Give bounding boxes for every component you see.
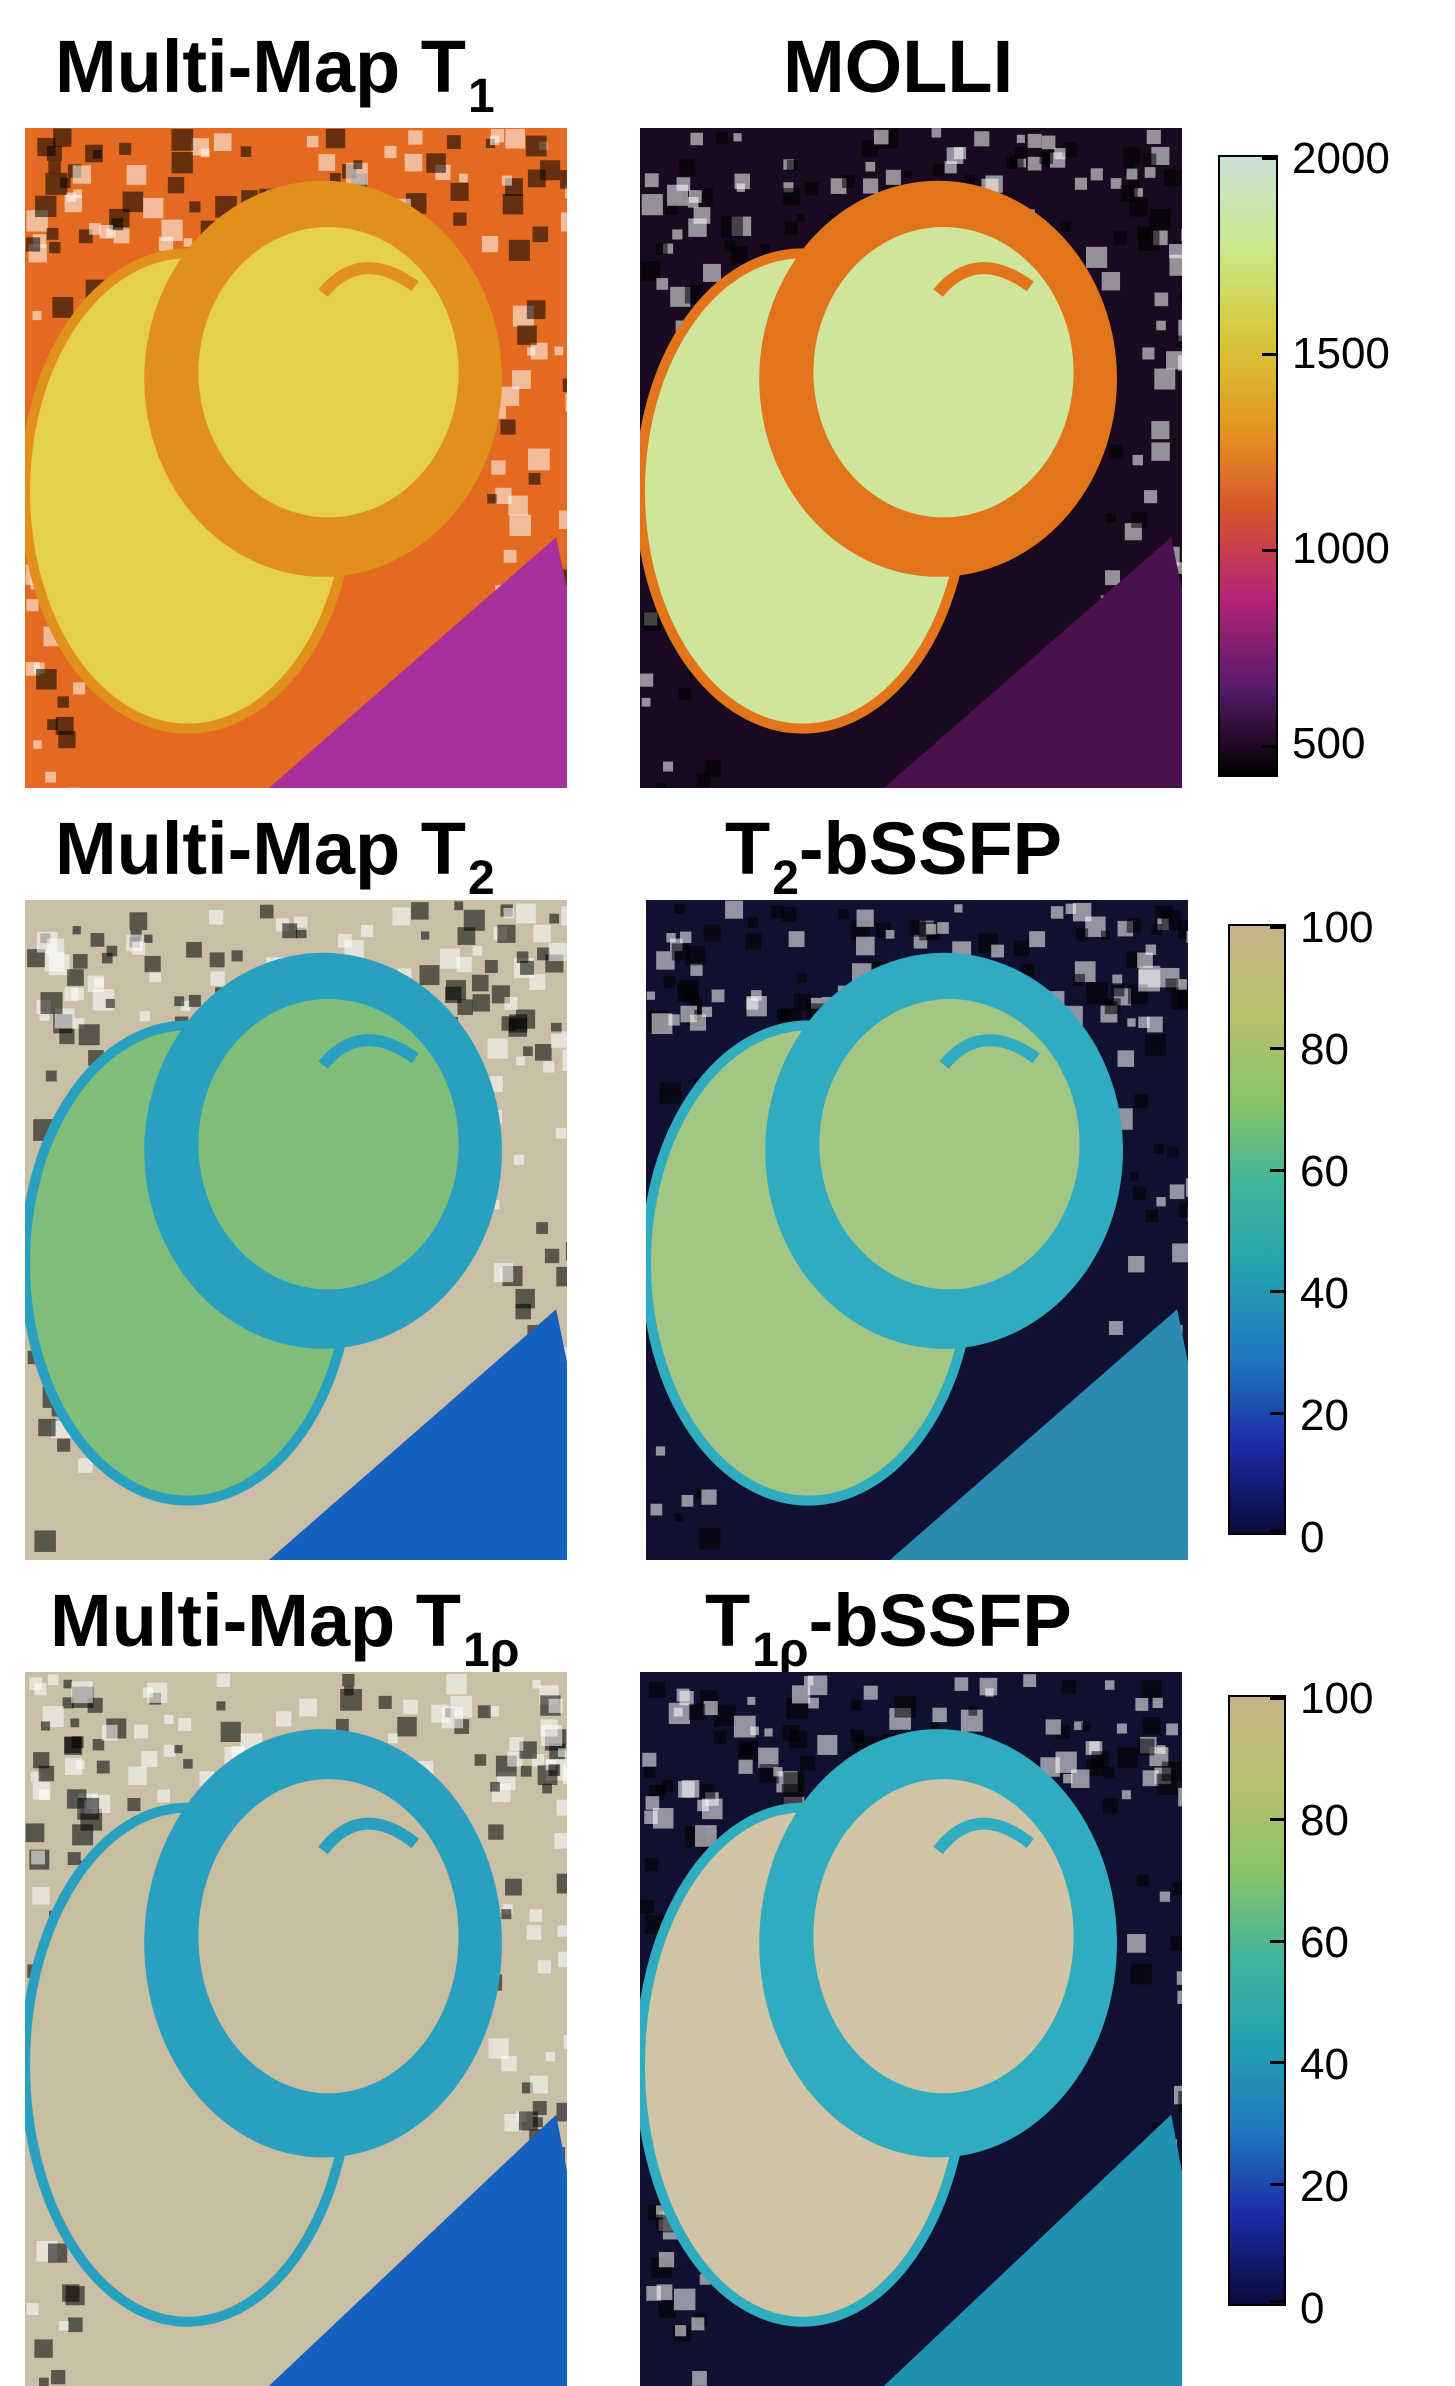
title-multimap-t1: Multi-Map T1 [55, 30, 495, 121]
title-text: -bSSFP [808, 1579, 1072, 1662]
title-text: Multi-Map T [55, 25, 467, 108]
colorbar-tick [1262, 549, 1276, 552]
colorbar-tick [1270, 1047, 1284, 1051]
colorbar-t2 [1228, 924, 1286, 1535]
colorbar-tick-label: 20 [1300, 2162, 1349, 2211]
colorbar-tick [1270, 1697, 1284, 1700]
left-ventricle-blood-pool [819, 999, 1080, 1290]
lung-region [883, 2114, 1182, 2386]
colorbar-t1 [1218, 155, 1278, 777]
papillary-muscle [318, 262, 419, 297]
colorbar-tick-label: 500 [1292, 719, 1366, 768]
left-ventricle-blood-pool [198, 1779, 459, 2094]
title-subscript: 1 [468, 70, 495, 123]
cardiac-map-multimap-t1 [25, 128, 567, 788]
colorbar-tick [1270, 1939, 1284, 1943]
colorbar-tick [1270, 1529, 1284, 1532]
left-ventricle-blood-pool [198, 227, 459, 518]
colorbar-tick-label: 20 [1300, 1391, 1349, 1440]
lung-region [883, 537, 1182, 788]
lung-region [889, 1309, 1188, 1560]
lung-region [268, 1309, 567, 1560]
colorbar-tick [1270, 926, 1284, 929]
papillary-muscle [318, 1817, 419, 1855]
title-text: -bSSFP [798, 807, 1063, 890]
colorbar-tick-label: 1000 [1292, 524, 1390, 573]
colorbar-tick-label: 100 [1300, 1674, 1374, 1723]
left-ventricle-blood-pool [198, 999, 459, 1290]
left-ventricle-blood-pool [813, 1779, 1074, 2094]
colorbar-tick-label: 40 [1300, 1269, 1349, 1318]
colorbar-tick-label: 80 [1300, 1796, 1349, 1845]
title-multimap-t2: Multi-Map T2 [55, 812, 495, 903]
title-text: T [705, 1579, 751, 1662]
title-multimap-t1rho: Multi-Map T1ρ [50, 1584, 519, 1675]
cardiac-map-t1rho-bssfp [640, 1672, 1182, 2386]
colorbar-tick [1262, 157, 1276, 160]
colorbar-tick-label: 80 [1300, 1025, 1349, 1074]
colorbar-tick [1270, 2300, 1284, 2303]
colorbar-tick-label: 60 [1300, 1147, 1349, 1196]
cardiac-map-molli [640, 128, 1182, 788]
colorbar-tick-label: 60 [1300, 1918, 1349, 1967]
title-t1rho-bssfp: T1ρ-bSSFP [705, 1584, 1072, 1675]
title-subscript: 2 [468, 852, 495, 905]
colorbar-tick-label: 1500 [1292, 329, 1390, 378]
cardiac-map-multimap-t2 [25, 900, 567, 1560]
colorbar-t1rho [1228, 1695, 1286, 2306]
papillary-muscle [933, 1817, 1034, 1855]
colorbar-tick-label: 2000 [1292, 134, 1390, 183]
cardiac-map-multimap-t1rho [25, 1672, 567, 2386]
lung-region [268, 2114, 567, 2386]
colorbar-tick [1262, 745, 1276, 748]
colorbar-tick [1270, 1290, 1284, 1294]
colorbar-tick-label: 0 [1300, 1513, 1325, 1562]
colorbar-tick [1270, 1168, 1284, 1172]
title-subscript: 2 [772, 852, 799, 905]
title-molli: MOLLI [783, 30, 1013, 104]
cardiac-map-t2-bssfp [646, 900, 1188, 1560]
title-subscript: 1ρ [463, 1624, 520, 1677]
colorbar-tick-label: 100 [1300, 903, 1374, 952]
papillary-muscle [933, 262, 1034, 297]
colorbar-tick [1270, 1411, 1284, 1415]
title-text: T [725, 807, 771, 890]
title-text: Multi-Map T [55, 807, 467, 890]
papillary-muscle [939, 1034, 1040, 1069]
papillary-muscle [318, 1034, 419, 1069]
lung-region [268, 537, 567, 788]
title-t2-bssfp: T2-bSSFP [725, 812, 1062, 903]
title-text: MOLLI [783, 25, 1014, 108]
title-text: Multi-Map T [50, 1579, 462, 1662]
colorbar-tick [1270, 1818, 1284, 1822]
colorbar-tick [1270, 2182, 1284, 2186]
colorbar-tick-label: 40 [1300, 2040, 1349, 2089]
left-ventricle-blood-pool [813, 227, 1074, 518]
title-subscript: 1ρ [752, 1624, 809, 1677]
colorbar-tick [1262, 353, 1276, 356]
colorbar-tick-label: 0 [1300, 2284, 1325, 2333]
colorbar-tick [1270, 2061, 1284, 2065]
